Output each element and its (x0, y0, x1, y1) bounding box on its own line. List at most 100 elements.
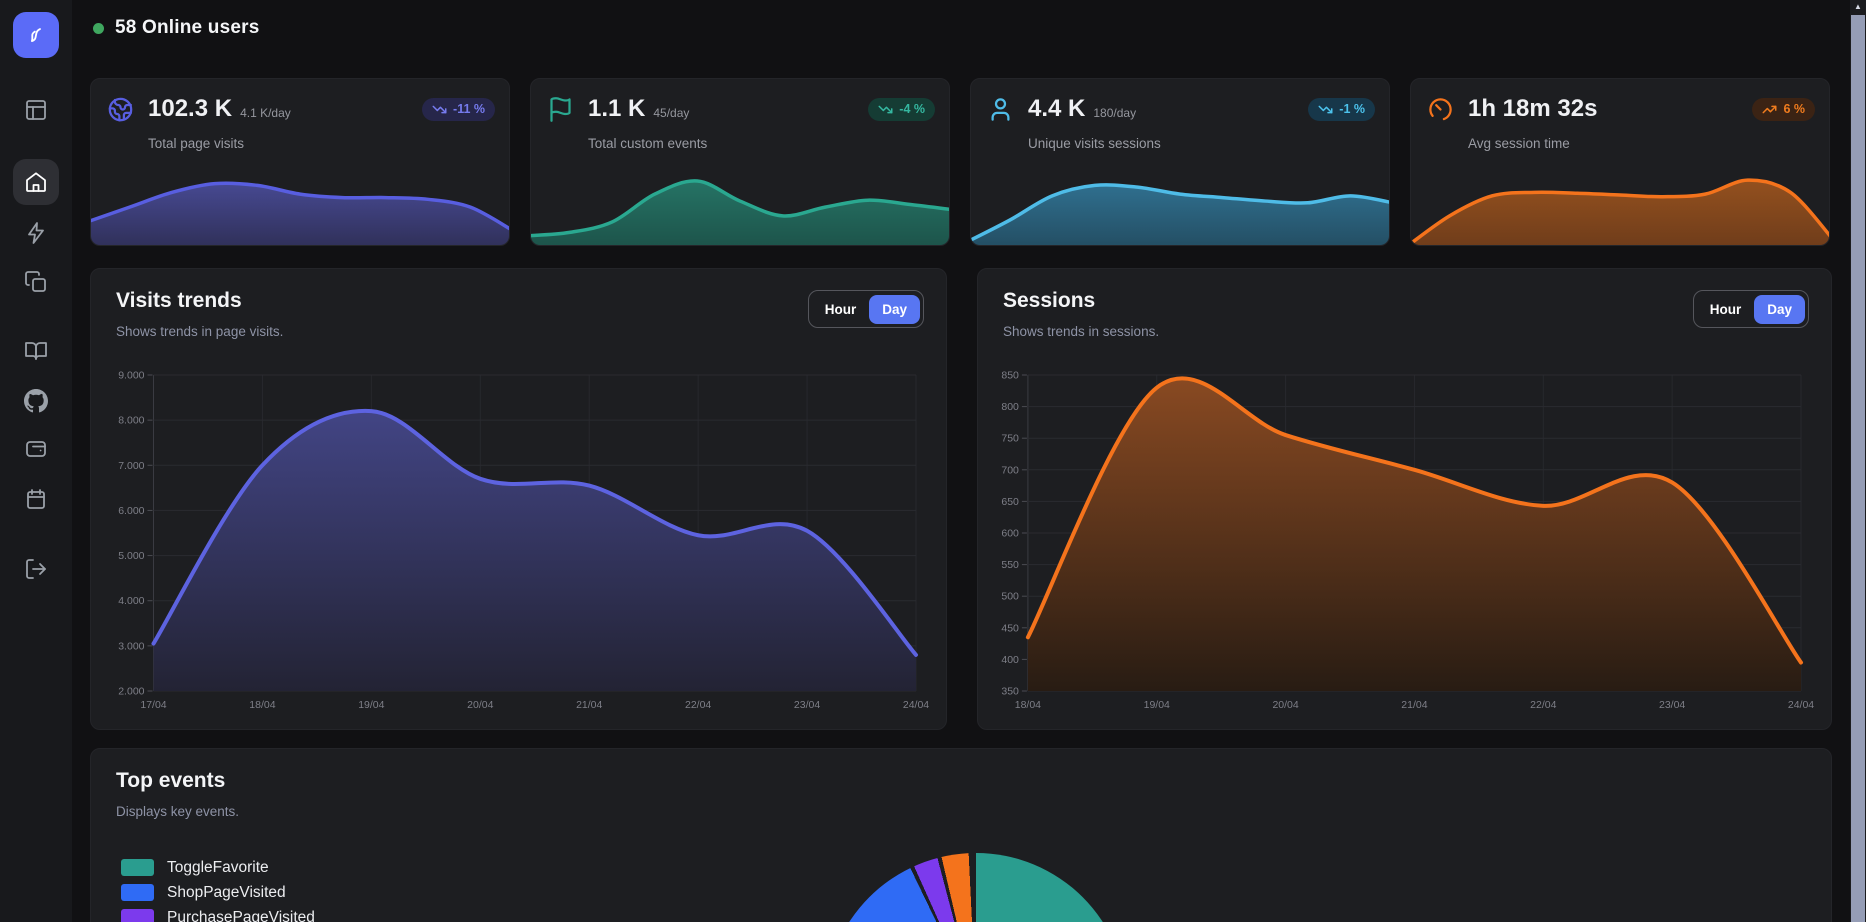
online-users-count: 58 Online users (115, 17, 260, 38)
layout-panel-icon (24, 98, 48, 122)
panel-title: Sessions (1003, 289, 1096, 312)
svg-text:19/04: 19/04 (358, 699, 384, 711)
stat-card: 102.3 K 4.1 K/day -11 % Total page visit… (90, 78, 510, 246)
svg-text:800: 800 (1001, 401, 1019, 413)
svg-text:18/04: 18/04 (1015, 699, 1041, 711)
sidebar-item-calendar[interactable] (24, 487, 48, 511)
svg-text:3.000: 3.000 (118, 640, 144, 652)
svg-text:350: 350 (1001, 686, 1019, 698)
panel-subtitle: Shows trends in sessions. (1003, 324, 1160, 339)
stat-card: 4.4 K 180/day -1 % Unique visits session… (970, 78, 1390, 246)
stat-card-head: 1.1 K 45/day -4 % (547, 95, 935, 123)
hour-button[interactable]: Hour (812, 295, 870, 324)
stat-card-head: 1h 18m 32s 6 % (1427, 95, 1815, 123)
svg-text:4.000: 4.000 (118, 595, 144, 607)
sidebar-item-copy[interactable] (24, 270, 48, 294)
wallet-icon (24, 437, 48, 461)
sidebar (0, 0, 72, 922)
stat-card-head: 4.4 K 180/day -1 % (987, 95, 1375, 123)
svg-text:20/04: 20/04 (1272, 699, 1298, 711)
sidebar-item-docs[interactable] (24, 339, 48, 363)
trend-badge: -4 % (868, 97, 935, 121)
sidebar-item-zap[interactable] (24, 221, 48, 245)
svg-text:5.000: 5.000 (118, 550, 144, 562)
interval-toggle: Hour Day (807, 290, 924, 328)
svg-text:700: 700 (1001, 464, 1019, 476)
svg-text:20/04: 20/04 (467, 699, 493, 711)
svg-text:19/04: 19/04 (1144, 699, 1170, 711)
sessions-panel: Sessions Shows trends in sessions. Hour … (977, 268, 1832, 730)
svg-text:9.000: 9.000 (118, 370, 144, 382)
trend-badge: 6 % (1752, 97, 1815, 121)
sidebar-item-logout[interactable] (24, 557, 48, 581)
stat-sparkline (971, 161, 1389, 245)
sidebar-item-github[interactable] (24, 389, 48, 413)
scrollbar: ▲ (1850, 0, 1866, 922)
legend-item[interactable]: ToggleFavorite (121, 855, 315, 880)
pie-legend: ToggleFavorite ShopPageVisited PurchasePag… (121, 855, 315, 922)
stat-cards-row: 102.3 K 4.1 K/day -11 % Total page visit… (90, 78, 1830, 246)
calendar-icon (24, 487, 48, 511)
svg-text:850: 850 (1001, 370, 1019, 382)
svg-text:22/04: 22/04 (1530, 699, 1556, 711)
trend-up-icon (1762, 102, 1777, 117)
scrollbar-thumb[interactable] (1851, 15, 1865, 922)
top-events-panel: Top events Displays key events. ToggleFa… (90, 748, 1832, 922)
sidebar-item-layout[interactable] (24, 98, 48, 122)
interval-toggle: Hour Day (1692, 290, 1809, 328)
github-icon (24, 389, 48, 413)
zap-icon (24, 221, 48, 245)
svg-text:7.000: 7.000 (118, 460, 144, 472)
day-button[interactable]: Day (1754, 294, 1805, 324)
app-logo[interactable] (13, 12, 59, 58)
sidebar-item-wallet[interactable] (24, 437, 48, 461)
legend-swatch (121, 884, 154, 901)
svg-text:550: 550 (1001, 559, 1019, 571)
trend-down-icon (1318, 102, 1333, 117)
stat-rate: 4.1 K/day (240, 105, 291, 120)
svg-text:17/04: 17/04 (140, 699, 166, 711)
top-events-pie (825, 853, 1127, 922)
stat-card: 1h 18m 32s 6 % Avg session time (1410, 78, 1830, 246)
legend-item[interactable]: ShopPageVisited (121, 880, 315, 905)
stat-label: Unique visits sessions (1028, 136, 1161, 151)
legend-swatch (121, 859, 154, 876)
day-button[interactable]: Day (869, 294, 920, 324)
panel-subtitle: Displays key events. (116, 804, 240, 819)
user-icon (987, 96, 1014, 123)
scrollbar-up-arrow[interactable]: ▲ (1854, 2, 1862, 11)
svg-text:24/04: 24/04 (903, 699, 929, 711)
stat-label: Total page visits (148, 136, 245, 151)
header: 58 Online users (93, 17, 260, 39)
trend-badge: -1 % (1308, 97, 1375, 121)
trend-badge-value: -11 % (453, 102, 485, 116)
stat-rate: 45/day (653, 105, 690, 120)
panel-subtitle: Shows trends in page visits. (116, 324, 284, 339)
hour-button[interactable]: Hour (1697, 295, 1755, 324)
stat-value: 1h 18m 32s (1468, 95, 1598, 122)
svg-text:500: 500 (1001, 591, 1019, 603)
stat-rate: 180/day (1093, 105, 1137, 120)
stat-value: 102.3 K (148, 95, 233, 122)
svg-text:650: 650 (1001, 496, 1019, 508)
panel-title: Top events (116, 769, 226, 792)
timer-icon (1427, 96, 1454, 123)
log-out-icon (24, 557, 48, 581)
stat-value: 4.4 K (1028, 95, 1086, 122)
stat-sparkline (1411, 161, 1829, 245)
trend-badge-value: -4 % (899, 102, 925, 116)
legend-label: ToggleFavorite (167, 858, 269, 876)
spline-logo-icon (23, 22, 49, 48)
visits-trends-chart: 17/04 18/04 19/04 20/04 21/04 22/04 23/04 24/04… (109, 365, 930, 715)
stat-card-head: 102.3 K 4.1 K/day -11 % (107, 95, 495, 123)
visits-trends-panel: Visits trends Shows trends in page visit… (90, 268, 947, 730)
panel-title: Visits trends (116, 289, 242, 312)
legend-swatch (121, 909, 154, 922)
svg-text:23/04: 23/04 (1659, 699, 1685, 711)
sidebar-item-home[interactable] (13, 159, 59, 205)
legend-item[interactable]: PurchasePageVisited (121, 905, 315, 922)
svg-text:22/04: 22/04 (685, 699, 711, 711)
svg-text:450: 450 (1001, 622, 1019, 634)
svg-text:21/04: 21/04 (1401, 699, 1427, 711)
